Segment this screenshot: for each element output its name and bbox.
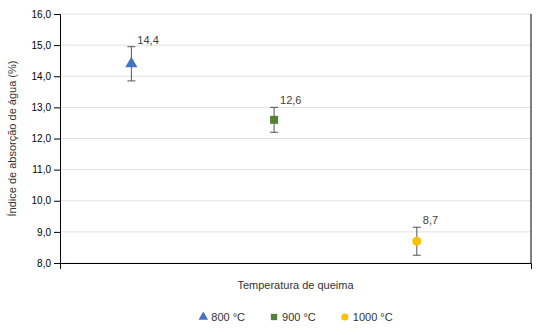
data-labels: 14,4 12,6 8,7 [137, 34, 438, 227]
series [125, 47, 137, 81]
y-tick-mark [54, 139, 60, 140]
y-tick-label: 11,0 [32, 164, 51, 175]
y-tick: 13,0 [32, 102, 60, 113]
y-tick-label: 12,0 [32, 133, 52, 144]
y-axis-label: Índice de absorção de água (%) [6, 61, 18, 217]
series [412, 227, 421, 255]
frame-right [531, 14, 532, 263]
legend-symbol [341, 313, 348, 320]
grid-line [60, 45, 531, 46]
error-bar [413, 227, 421, 255]
series [270, 107, 278, 132]
legend-item: 900 °C [271, 311, 316, 323]
legend-symbol [198, 311, 208, 319]
y-tick: 16,0 [32, 9, 60, 20]
y-tick-label: 16,0 [32, 9, 52, 20]
error-bar-cap [127, 80, 135, 81]
y-tick: 15,0 [32, 40, 60, 51]
legend-label: 1000 °C [353, 311, 393, 323]
chart: 8,0 9,0 10,0 11,0 12,0 13,0 14,0 15,0 16,0 Temper… [0, 0, 547, 335]
y-tick: 9,0 [37, 227, 60, 238]
y-tick: 8,0 [37, 258, 60, 269]
grid-line [60, 200, 531, 201]
grid-line [60, 231, 531, 232]
point [125, 57, 137, 68]
data-label: 8,7 [423, 214, 438, 226]
legend-label: 900 °C [282, 311, 316, 323]
y-tick-mark [54, 45, 60, 46]
error-bar-cap [413, 255, 421, 256]
grid-line [60, 169, 531, 170]
y-tick-mark [54, 107, 60, 108]
x-axis [61, 264, 532, 270]
x-axis-line [61, 264, 532, 270]
y-tick-mark [54, 263, 60, 264]
error-bar-cap [127, 46, 135, 47]
y-tick-label: 13,0 [32, 102, 52, 113]
y-tick-label: 15,0 [32, 40, 52, 51]
y-tick-mark [54, 201, 60, 202]
data-label: 12,6 [280, 94, 301, 106]
error-bar-cap [270, 132, 278, 133]
plot-marks [125, 47, 421, 256]
legend: 800 °C 900 °C 1000 °C [198, 311, 392, 323]
point [270, 116, 278, 124]
y-tick-label: 9,0 [37, 227, 51, 238]
y-tick-label: 14,0 [32, 71, 52, 82]
y-tick: 11,0 [32, 164, 60, 175]
legend-item: 1000 °C [341, 311, 392, 323]
legend-item: 800 °C [198, 311, 245, 323]
y-tick: 12,0 [32, 133, 60, 144]
y-tick-mark [54, 14, 60, 15]
legend-symbol [271, 314, 277, 320]
y-tick-mark [54, 76, 60, 77]
y-tick: 10,0 [32, 195, 60, 206]
legend-label: 800 °C [211, 311, 245, 323]
grid-line [60, 138, 531, 139]
grid [60, 14, 531, 263]
data-label: 14,4 [137, 34, 158, 46]
y-tick-mark [54, 170, 60, 171]
y-axis-line [54, 15, 61, 264]
grid-line [60, 14, 531, 15]
y-tick-mark [54, 232, 60, 233]
grid-line [60, 76, 531, 77]
point [412, 237, 421, 246]
error-bar-cap [413, 227, 421, 228]
y-axis: 8,0 9,0 10,0 11,0 12,0 13,0 14,0 15,0 16,0 [32, 9, 61, 269]
y-tick: 14,0 [32, 71, 60, 82]
y-tick-label: 8,0 [37, 258, 51, 269]
error-bar [270, 107, 278, 132]
error-bar-cap [270, 107, 278, 108]
x-axis-label: Temperatura de queima [237, 279, 354, 291]
grid-line [60, 107, 531, 108]
y-tick-label: 10,0 [32, 195, 52, 206]
